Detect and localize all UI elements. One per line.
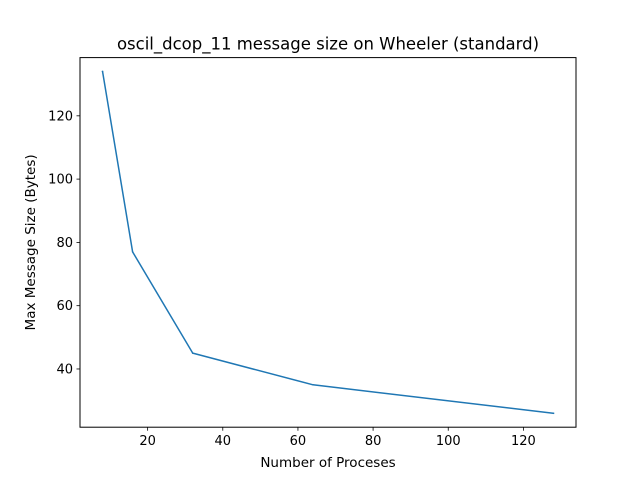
x-axis-label: Number of Proceses [260, 455, 395, 471]
y-tick-label: 120 [48, 109, 73, 124]
data-point [131, 251, 134, 253]
x-tick-label: 40 [215, 434, 232, 449]
x-tick-label: 80 [365, 434, 382, 449]
y-tick-label: 100 [48, 173, 73, 188]
y-axis-label: Max Message Size (Bytes) [23, 154, 39, 330]
x-tick-label: 120 [511, 434, 536, 449]
x-tick-label: 100 [436, 434, 461, 449]
data-point [191, 352, 194, 354]
x-tick-label: 60 [290, 434, 307, 449]
data-point [101, 70, 104, 73]
x-axis: 20 40 60 80 100 120 [139, 427, 536, 449]
y-tick-label: 40 [56, 362, 73, 377]
x-tick-label: 20 [139, 434, 156, 449]
data-point [552, 412, 555, 415]
y-axis: 40 60 80 100 120 [48, 109, 80, 377]
plot-area [101, 70, 555, 415]
y-tick-label: 60 [56, 299, 73, 314]
y-tick-label: 80 [56, 236, 73, 251]
data-point [312, 384, 314, 386]
chart-title: oscil_dcop_11 message size on Wheeler (s… [117, 35, 539, 55]
